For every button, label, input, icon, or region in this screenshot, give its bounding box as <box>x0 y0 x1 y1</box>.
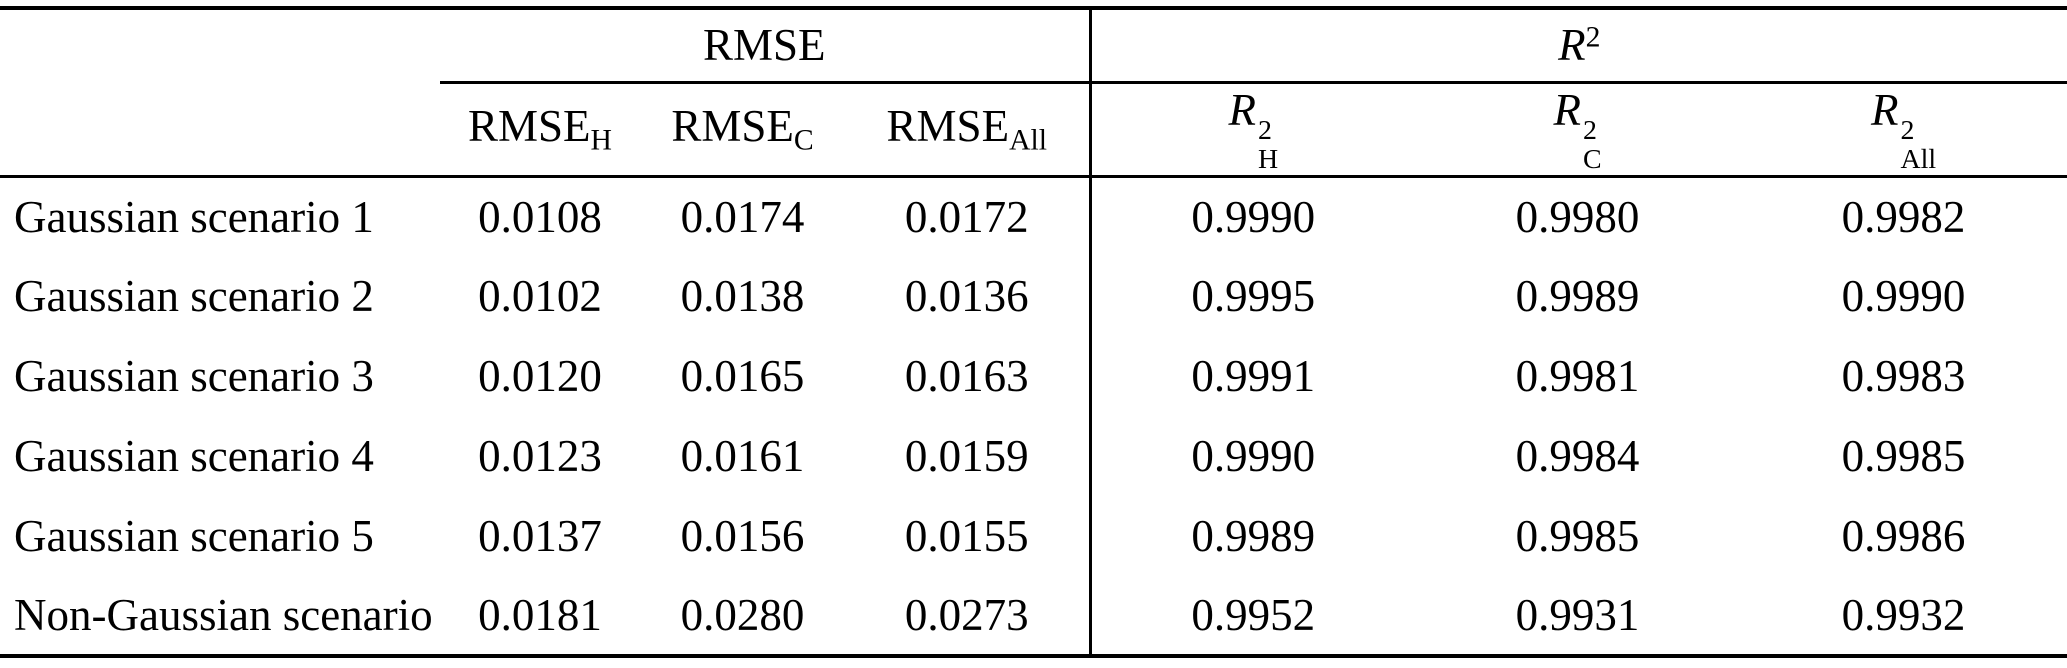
subheader-sub: H <box>590 124 612 157</box>
subheader-base: R <box>1870 84 1899 135</box>
subheader-rmse-h: RMSEH <box>440 82 640 178</box>
rmse-c-value: 0.0156 <box>680 511 805 562</box>
r2-h-value: 0.9952 <box>1088 576 1416 657</box>
rmse-all-value: 0.0155 <box>904 511 1029 562</box>
table-row: Non-Gaussian scenario 0.0181 0.0280 0.02… <box>0 576 2067 657</box>
r2-c-value: 0.9985 <box>1515 511 1640 562</box>
rmse-h-value: 0.0123 <box>478 431 602 482</box>
row-label: Gaussian scenario 4 <box>14 431 374 482</box>
subheader-base: R <box>1553 84 1581 135</box>
rmse-h-value: 0.0102 <box>478 271 602 322</box>
r2-all-value: 0.9983 <box>1841 351 1966 402</box>
col-group-rmse: RMSE <box>440 8 1091 84</box>
r2-h-value: 0.9989 <box>1088 496 1416 577</box>
subheader-sub: C <box>1582 144 1602 176</box>
col-group-r2: R2 <box>1088 8 2067 84</box>
rmse-c-value: 0.0138 <box>680 271 805 322</box>
subheader-sub: C <box>793 124 814 157</box>
rmse-h-value: 0.0120 <box>478 351 602 402</box>
row-label: Gaussian scenario 1 <box>14 191 374 242</box>
subheader-sup: 2 <box>1900 115 1915 146</box>
corner-cell <box>0 8 440 82</box>
rmse-all-value: 0.0172 <box>904 191 1029 242</box>
subheader-sub: H <box>1257 144 1279 176</box>
subheader-sup: 2 <box>1257 115 1272 146</box>
r2-all-value: 0.9985 <box>1841 431 1966 482</box>
subheader-base: R <box>1228 84 1256 135</box>
subheader-sub: All <box>1900 144 1937 176</box>
r2-h-value: 0.9991 <box>1088 336 1416 417</box>
row-label: Gaussian scenario 3 <box>14 351 374 402</box>
r2-all-value: 0.9990 <box>1841 271 1966 322</box>
subheader-sub: All <box>1009 124 1047 157</box>
rmse-all-value: 0.0136 <box>904 271 1029 322</box>
rmse-all-value: 0.0273 <box>904 590 1029 641</box>
r2-c-value: 0.9981 <box>1515 351 1640 402</box>
rmse-group-label: RMSE <box>702 20 826 71</box>
row-label: Gaussian scenario 5 <box>14 511 374 562</box>
table-row: Gaussian scenario 2 0.0102 0.0138 0.0136… <box>0 256 2067 337</box>
r2-group-base: R <box>1558 20 1586 71</box>
rmse-h-value: 0.0108 <box>478 191 602 242</box>
rmse-c-value: 0.0280 <box>680 590 805 641</box>
rmse-all-value: 0.0159 <box>904 431 1029 482</box>
subheader-base: RMSE <box>468 101 591 152</box>
r2-all-value: 0.9982 <box>1841 191 1966 242</box>
rmse-c-value: 0.0165 <box>680 351 805 402</box>
table-row: Gaussian scenario 3 0.0120 0.0165 0.0163… <box>0 336 2067 417</box>
group-header-row: RMSE R2 <box>0 8 2067 84</box>
subheader-r2-all: R 2 All <box>1740 82 2067 178</box>
subheader-empty <box>0 82 440 178</box>
r2-h-value: 0.9990 <box>1088 176 1416 257</box>
r2-c-value: 0.9984 <box>1515 431 1640 482</box>
subheader-base: RMSE <box>671 101 794 152</box>
subheader-base: RMSE <box>886 101 1010 152</box>
subheader-rmse-all: RMSEAll <box>845 82 1091 178</box>
table-row: Gaussian scenario 5 0.0137 0.0156 0.0155… <box>0 496 2067 577</box>
r2-h-value: 0.9995 <box>1088 256 1416 337</box>
r2-h-value: 0.9990 <box>1088 416 1416 497</box>
table-row: Gaussian scenario 1 0.0108 0.0174 0.0172… <box>0 176 2067 257</box>
rmse-all-value: 0.0163 <box>904 351 1029 402</box>
rmse-h-value: 0.0137 <box>478 511 602 562</box>
r2-c-value: 0.9989 <box>1515 271 1640 322</box>
subheader-rmse-c: RMSEC <box>640 82 845 178</box>
rmse-h-value: 0.0181 <box>478 590 602 641</box>
rmse-c-value: 0.0161 <box>680 431 805 482</box>
rmse-c-value: 0.0174 <box>680 191 805 242</box>
r2-group-sup: 2 <box>1585 21 1601 54</box>
subheader-sup: 2 <box>1582 115 1597 146</box>
r2-c-value: 0.9980 <box>1515 191 1640 242</box>
table-row: Gaussian scenario 4 0.0123 0.0161 0.0159… <box>0 416 2067 497</box>
r2-all-value: 0.9932 <box>1841 590 1966 641</box>
r2-all-value: 0.9986 <box>1841 511 1966 562</box>
row-label: Gaussian scenario 2 <box>14 271 374 322</box>
r2-c-value: 0.9931 <box>1515 590 1640 641</box>
row-label: Non-Gaussian scenario <box>14 590 433 641</box>
